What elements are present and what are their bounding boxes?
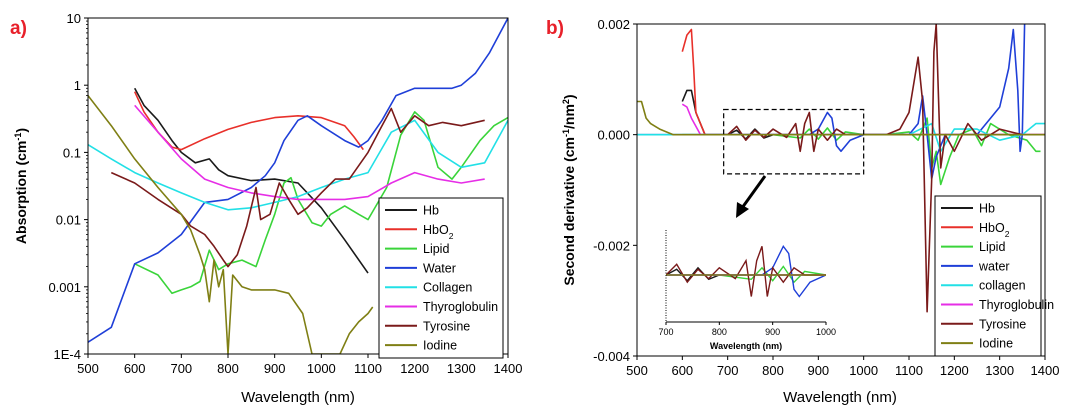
panel-a-plot-frame [87,17,509,355]
inset-x-tick-label: 900 [765,327,780,337]
x-tick-label: 500 [626,363,648,378]
series-line-hbo2 [133,91,364,151]
legend-label-lipid: Lipid [979,240,1005,254]
x-tick-label: 700 [717,363,739,378]
legend-label-water: Water [423,261,456,275]
zoom-arrow-head [736,202,749,218]
legend-label-tyrosine: Tyrosine [979,317,1026,331]
legend-label-tyrosine: Tyrosine [423,319,470,333]
panel-b-zoom-arrow [736,175,767,218]
x-tick-label: 1200 [940,363,969,378]
panel-a-chart: 500 600 700 800 900 1000 1100 1200 1300 1400 1010… [10,11,522,406]
legend-label-iodine: Iodine [979,337,1013,351]
x-tick-label: 1100 [895,363,923,378]
inset-x-tick-label: 700 [658,327,673,337]
inset-series-line-tyrosine [666,246,826,297]
panel-a-y-axis-label-sup: -1 [13,133,23,141]
legend-label-hb: Hb [979,202,995,216]
legend-label-lipid: Lipid [423,242,449,256]
x-tick-label: 1200 [400,361,429,376]
x-tick-label: 1400 [494,361,523,376]
x-tick-label: 1300 [985,363,1014,378]
series-line-iodine [88,95,374,354]
x-tick-label: 1400 [1031,363,1060,378]
panel-b-y-axis-label: Second derivative (cm-1/nm2) [561,94,577,285]
panel-b-x-axis-label: Wavelength (nm) [783,389,897,406]
series-line-tyrosine [110,107,485,268]
x-tick-label: 800 [217,361,239,376]
panel-b-x-ticks: 500 600 700 800 900 1000 1100 1200 1300 1400 [626,356,1059,378]
x-tick-label: 1000 [307,361,336,376]
x-tick-label: 800 [762,363,784,378]
zoom-arrow-shaft [740,175,767,209]
series-line-lipid [134,111,508,295]
series-line-iodine [637,100,1045,136]
y-tick-label: 10 [67,11,81,26]
inset-x-ticks: 700 800 900 1000 [658,322,836,337]
inset-x-axis-label: Wavelength (nm) [710,341,782,351]
panel-a-y-axis-label: Absorption (cm-1) [13,128,29,244]
x-tick-label: 1100 [354,361,382,376]
legend-label-iodine: Iodine [423,339,457,353]
panel-b-y-axis-label-main: Second derivative (cm [561,137,577,286]
panel-b-inset: 700 800 900 1000 Wavelength (nm) [658,230,836,351]
x-tick-label: 1300 [447,361,476,376]
y-tick-label: 0.002 [597,17,630,32]
panel-a-x-axis-label: Wavelength (nm) [241,389,355,406]
y-tick-label: 1E-4 [54,347,81,362]
inset-series-line-water [666,244,826,298]
legend-label-collagen: collagen [979,279,1026,293]
panel-a-y-axis-label-suffix: ) [13,128,29,133]
inset-x-tick-label: 1000 [816,327,836,337]
series-line-collagen [637,122,1045,153]
panel-a-y-ticks: 10 1 0.1 0.01 0.001 1E-4 [48,11,88,362]
legend-label-hbo2: HbO2 [979,221,1010,239]
y-tick-label: 0.01 [56,213,81,228]
series-line-thyroglobulin [134,104,485,201]
y-tick-label: 1 [74,78,81,93]
y-tick-label: -0.002 [593,238,630,253]
legend-label-thyroglobulin: Thyroglobulin [979,298,1054,312]
panel-a-y-axis-label-main: Absorption (cm [13,141,29,244]
x-tick-label: 500 [77,361,99,376]
y-tick-label: 0.000 [597,128,630,143]
legend-label-hbo2: HbO2 [423,223,454,241]
panel-b-y-axis-label-sup: -1 [561,129,571,137]
panel-b-label: b) [546,18,564,39]
inset-x-tick-label: 800 [712,327,727,337]
x-tick-label: 1000 [849,363,878,378]
panel-b-y-axis-label-suffix: ) [561,94,577,99]
legend-box [378,197,504,359]
panel-b-chart: 500 600 700 800 900 1000 1100 1200 1300 1400 0.00… [546,17,1059,406]
legend-label-water: water [978,259,1010,273]
panel-b-plot-frame [636,23,1046,357]
legend-label-hb: Hb [423,204,439,218]
x-tick-label: 900 [807,363,829,378]
panel-b-series-group [637,24,1045,313]
y-tick-label: 0.1 [63,145,81,160]
panel-b-y-axis-label-sup2: 2 [561,99,571,104]
panel-a-series-group [88,18,508,354]
panel-b-y-ticks: 0.002 0.000 -0.002 -0.004 [593,17,637,364]
x-tick-label: 700 [170,361,192,376]
series-line-collagen [88,119,508,211]
panel-a-x-ticks: 500 600 700 800 900 1000 1100 1200 1300 1400 [77,354,522,376]
panel-a-label: a) [10,18,27,39]
panel-b-y-axis-label-mid: /nm [561,104,577,129]
y-tick-label: -0.004 [593,349,630,364]
x-tick-label: 600 [124,361,146,376]
panel-b-zoom-box [723,108,865,175]
x-tick-label: 600 [671,363,693,378]
series-line-water [88,18,508,343]
x-tick-label: 900 [264,361,286,376]
legend-label-collagen: Collagen [423,281,472,295]
y-tick-label: 0.001 [48,280,81,295]
legend-box [934,195,1042,357]
legend-label-thyroglobulin: Thyroglobulin [423,300,498,314]
